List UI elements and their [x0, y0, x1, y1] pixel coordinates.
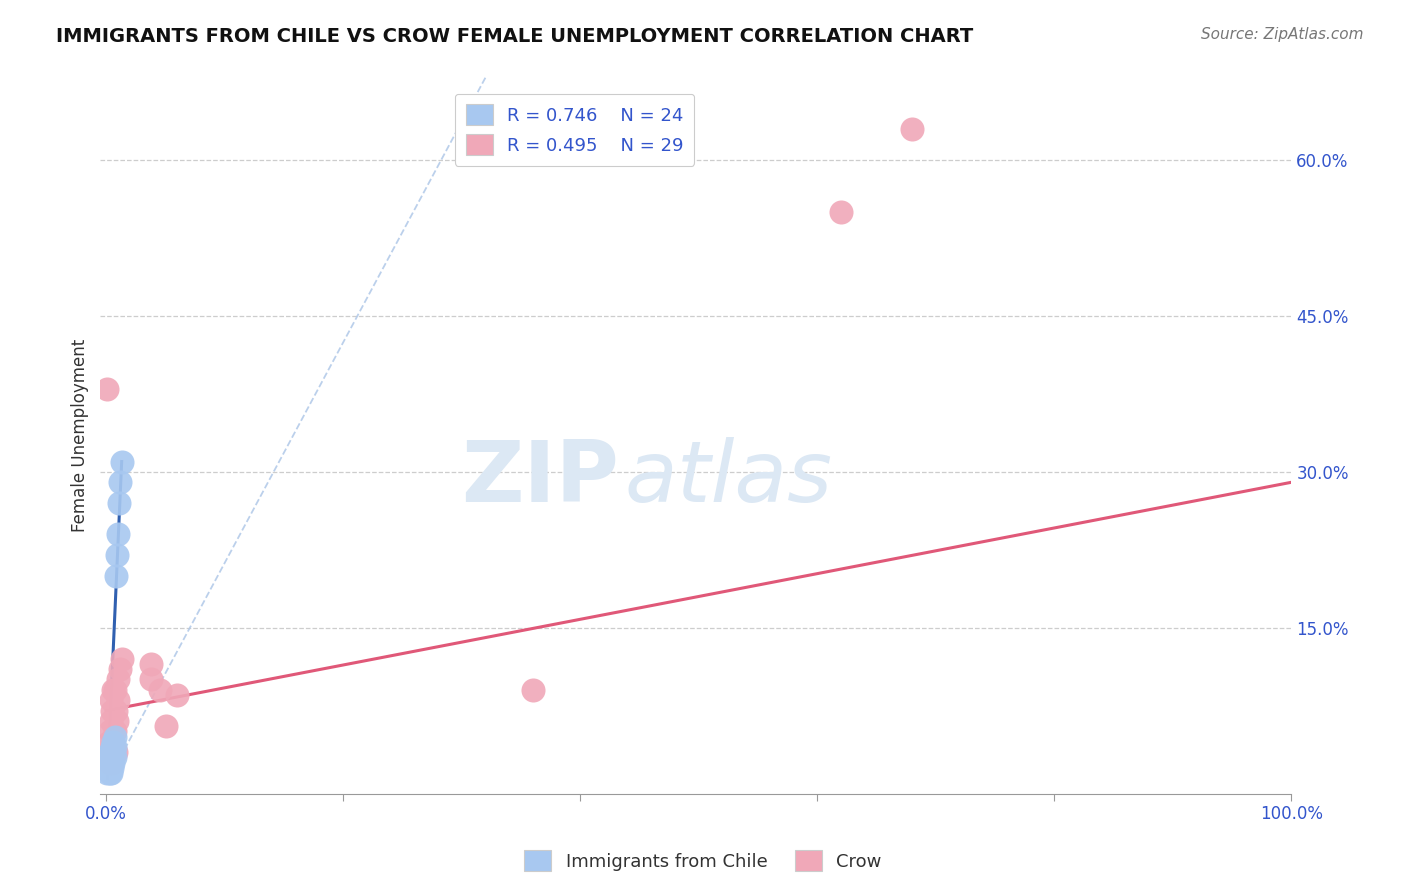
Point: [110, 475, 132, 490]
Point: [111, 651, 134, 665]
Point: [107, 527, 129, 541]
Point: [105, 548, 128, 562]
Point: [101, 756, 124, 770]
Point: [103, 735, 125, 749]
Point: [101, 704, 124, 718]
Point: [108, 496, 131, 510]
Legend: Immigrants from Chile, Crow: Immigrants from Chile, Crow: [517, 843, 889, 879]
Point: [100, 756, 122, 770]
Y-axis label: Female Unemployment: Female Unemployment: [72, 339, 89, 533]
Point: [103, 739, 125, 754]
Point: [105, 714, 128, 728]
Point: [166, 688, 188, 702]
Point: [97, 735, 120, 749]
Point: [103, 682, 125, 697]
Point: [103, 750, 125, 764]
Point: [103, 730, 125, 744]
Point: [141, 673, 163, 687]
Point: [101, 739, 124, 754]
Point: [97, 756, 120, 770]
Point: [96, 765, 118, 780]
Point: [111, 454, 134, 468]
Point: [97, 761, 120, 775]
Point: [98, 745, 121, 759]
Text: Source: ZipAtlas.com: Source: ZipAtlas.com: [1201, 27, 1364, 42]
Legend: R = 0.746    N = 24, R = 0.495    N = 29: R = 0.746 N = 24, R = 0.495 N = 29: [454, 94, 695, 166]
Point: [110, 662, 132, 676]
Point: [98, 756, 121, 770]
Point: [107, 673, 129, 687]
Point: [98, 756, 121, 770]
Point: [830, 205, 852, 219]
Point: [155, 719, 177, 733]
Point: [101, 761, 124, 775]
Point: [522, 682, 544, 697]
Point: [103, 745, 125, 759]
Point: [100, 714, 122, 728]
Text: ZIP: ZIP: [461, 437, 619, 520]
Point: [103, 724, 125, 739]
Point: [98, 724, 121, 739]
Point: [103, 756, 125, 770]
Point: [98, 765, 121, 780]
Point: [141, 657, 163, 671]
Point: [100, 765, 122, 780]
Point: [100, 693, 122, 707]
Point: [104, 568, 127, 582]
Point: [103, 735, 125, 749]
Point: [901, 122, 924, 136]
Text: IMMIGRANTS FROM CHILE VS CROW FEMALE UNEMPLOYMENT CORRELATION CHART: IMMIGRANTS FROM CHILE VS CROW FEMALE UNE…: [56, 27, 973, 45]
Point: [97, 750, 120, 764]
Point: [100, 745, 122, 759]
Point: [104, 704, 127, 718]
Point: [104, 745, 127, 759]
Point: [103, 682, 125, 697]
Point: [96, 382, 118, 396]
Text: atlas: atlas: [624, 437, 832, 520]
Point: [107, 693, 129, 707]
Point: [149, 682, 172, 697]
Point: [100, 745, 122, 759]
Point: [101, 750, 124, 764]
